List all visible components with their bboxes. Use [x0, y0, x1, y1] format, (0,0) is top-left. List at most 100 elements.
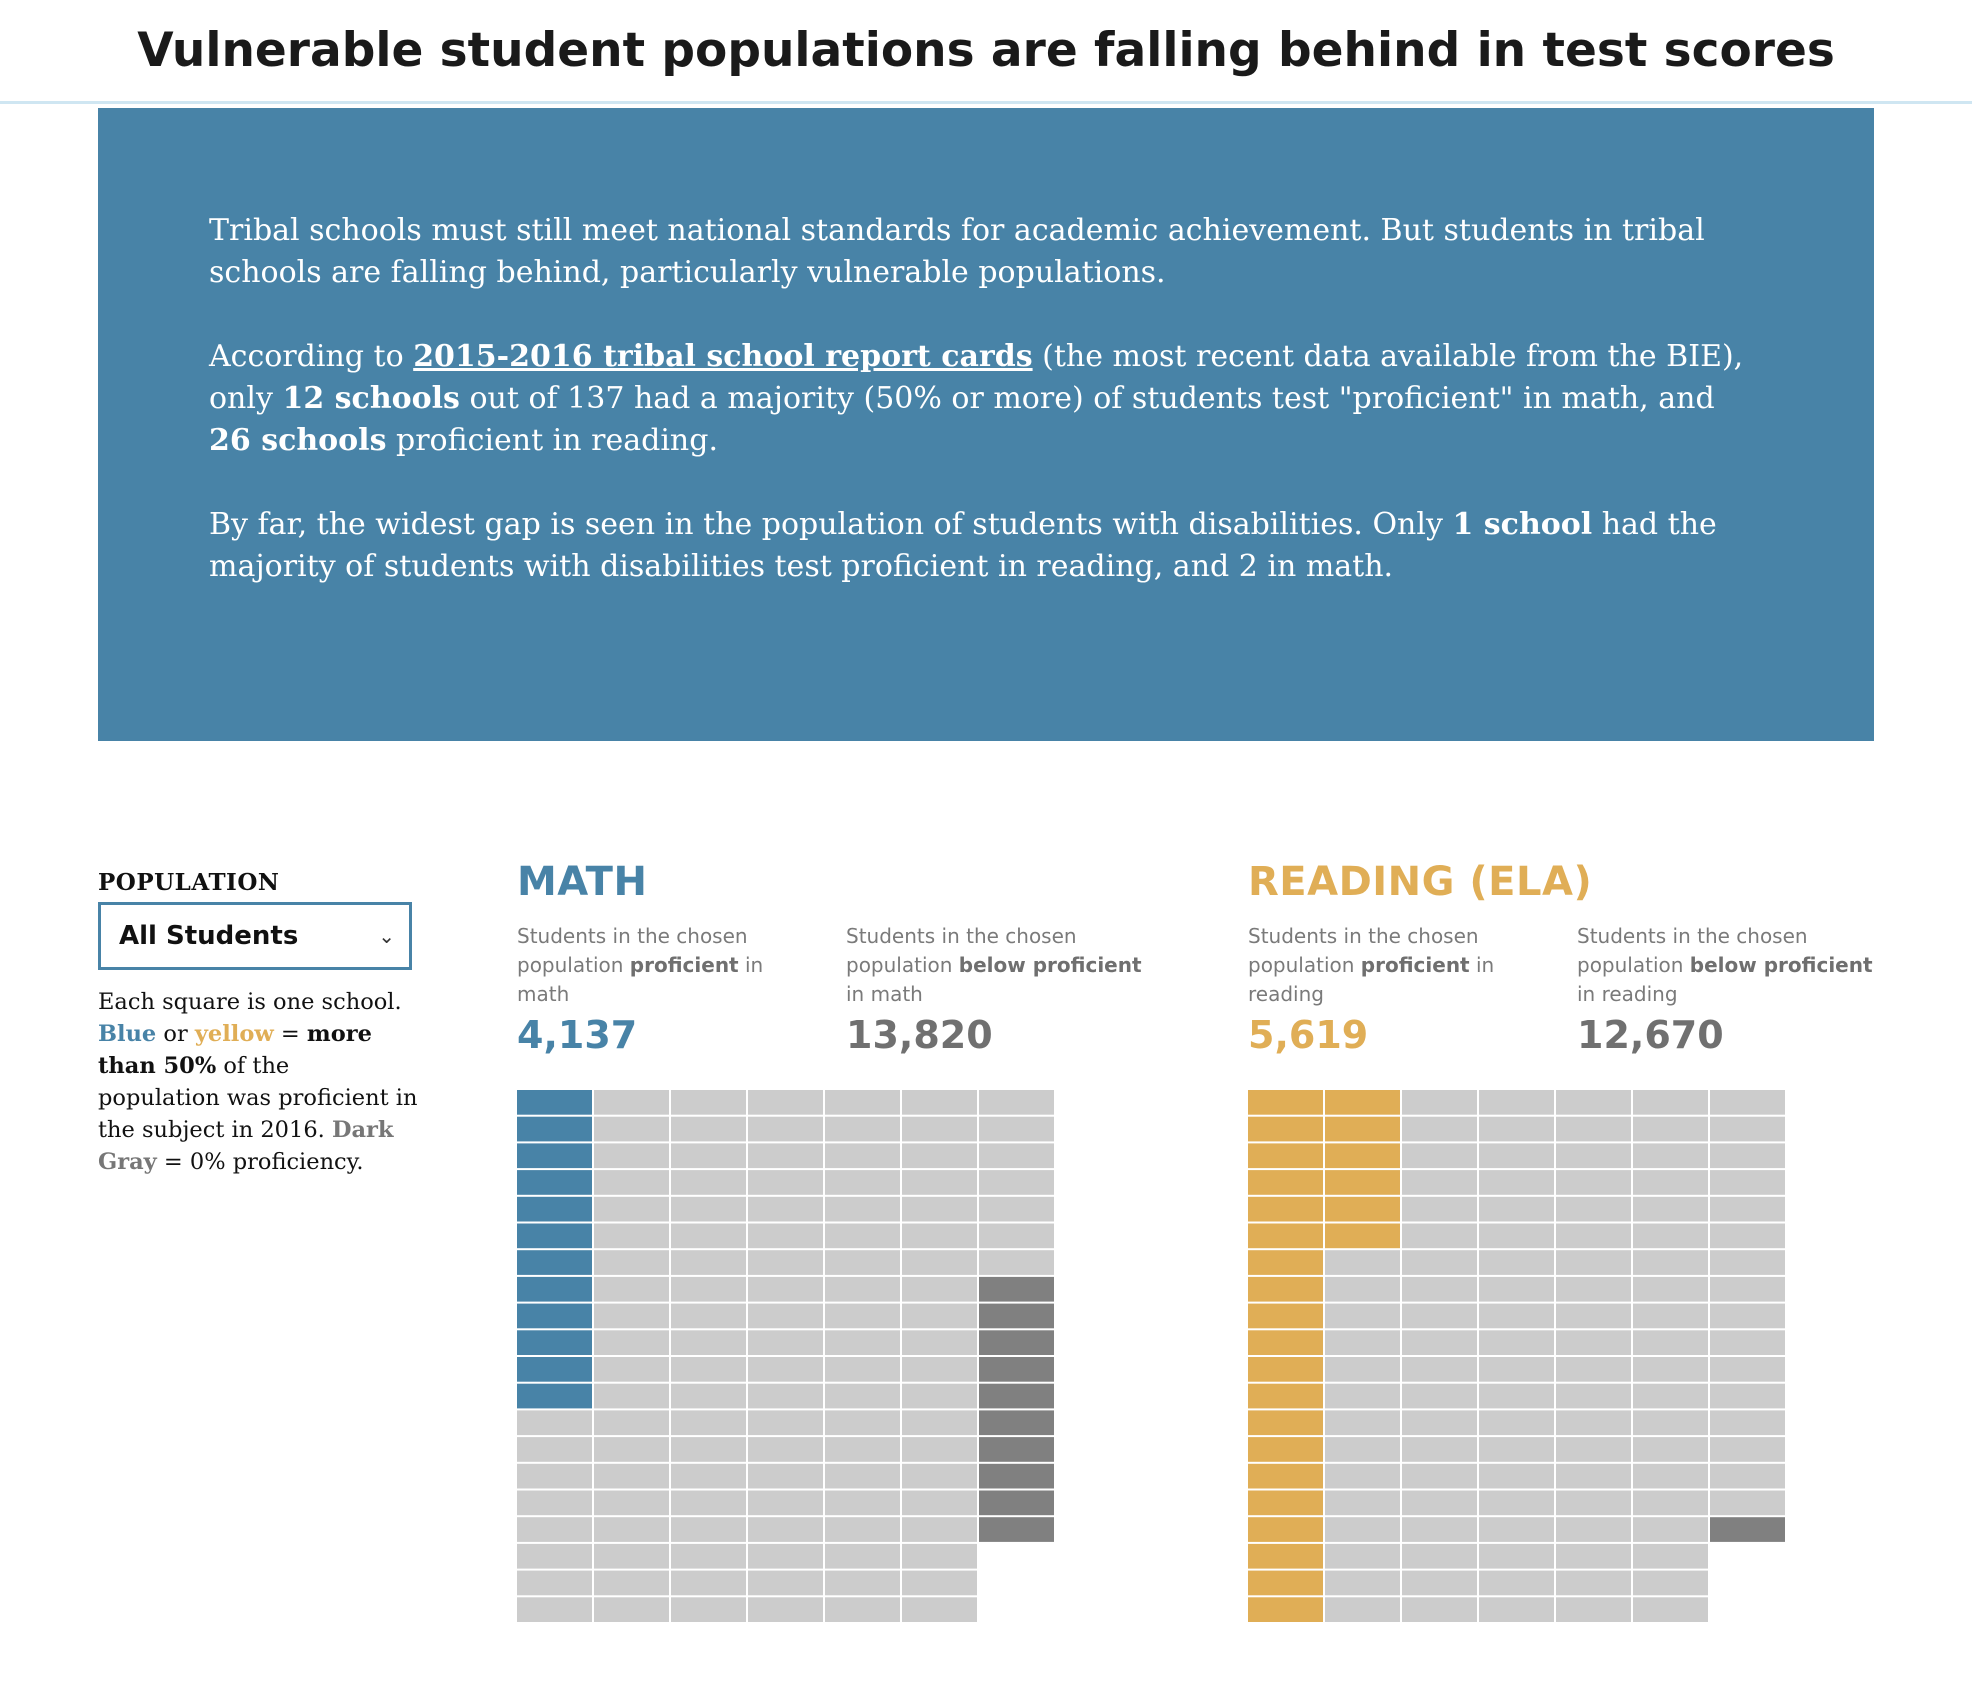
reading-waffle-grid [1248, 1090, 1785, 1622]
school-square-other [671, 1250, 746, 1275]
school-square-other [1402, 1143, 1477, 1169]
school-square-other [671, 1196, 746, 1222]
legend-part: = 0% proficiency. [156, 1149, 364, 1175]
legend-part: Each square is one school. [98, 989, 402, 1015]
reading-heading: READING (ELA) [1248, 859, 1593, 905]
school-square-majority [1248, 1463, 1323, 1489]
school-square-other [671, 1143, 746, 1169]
legend-part: or [156, 1021, 195, 1047]
school-square-other [671, 1410, 746, 1436]
school-square-zero [979, 1463, 1054, 1489]
report-cards-link[interactable]: 2015-2016 tribal school report cards [413, 339, 1033, 374]
math-waffle-grid [517, 1090, 1054, 1622]
school-square-other [517, 1597, 592, 1622]
school-square-other [902, 1170, 977, 1195]
school-square-other [902, 1543, 977, 1569]
school-square-majority [517, 1330, 592, 1355]
school-square-other [1710, 1383, 1785, 1409]
school-square-other [1633, 1463, 1708, 1489]
population-select[interactable]: All Students ⌄ [98, 902, 412, 970]
school-square-other [1479, 1170, 1554, 1195]
school-square-majority [517, 1170, 592, 1195]
school-square-other [825, 1090, 900, 1115]
school-square-majority [1248, 1437, 1323, 1462]
intro-paragraph-2: According to 2015-2016 tribal school rep… [209, 336, 1764, 462]
stat-value: 4,137 [517, 1013, 638, 1057]
legend-part: of the population was proficient in the … [98, 1053, 418, 1143]
school-square-other [902, 1276, 977, 1302]
school-square-other [1479, 1517, 1554, 1542]
school-square-other [1710, 1357, 1785, 1382]
school-square-other [1479, 1490, 1554, 1516]
school-square-other [1556, 1330, 1631, 1355]
school-square-other [1633, 1597, 1708, 1622]
school-square-other [748, 1463, 823, 1489]
school-square-other [1710, 1170, 1785, 1195]
school-square-other [594, 1170, 669, 1195]
school-square-majority [1248, 1330, 1323, 1355]
school-square-other [1479, 1303, 1554, 1329]
legend-part: = [273, 1021, 307, 1047]
school-square-other [594, 1383, 669, 1409]
school-square-other [825, 1410, 900, 1436]
school-square-other [671, 1090, 746, 1115]
intro-box: Tribal schools must still meet national … [98, 108, 1874, 741]
school-square-majority [517, 1196, 592, 1222]
school-square-other [1402, 1490, 1477, 1516]
school-square-other [748, 1490, 823, 1516]
school-square-majority [1248, 1570, 1323, 1596]
school-square-majority [1248, 1170, 1323, 1195]
school-square-majority [1248, 1090, 1323, 1115]
school-square-majority [1325, 1143, 1400, 1169]
school-square-other [1633, 1116, 1708, 1142]
school-square-majority [1248, 1143, 1323, 1169]
stat-description: Students in the chosen population profic… [1248, 924, 1495, 1006]
school-square-other [1710, 1463, 1785, 1489]
school-square-other [517, 1410, 592, 1436]
school-square-other [1479, 1543, 1554, 1569]
school-square-other [1633, 1437, 1708, 1462]
school-square-other [671, 1170, 746, 1195]
school-square-other [902, 1383, 977, 1409]
school-square-other [1402, 1330, 1477, 1355]
math-heading: MATH [517, 859, 648, 905]
school-square-other [1325, 1437, 1400, 1462]
school-square-other [1633, 1223, 1708, 1249]
school-square-other [594, 1330, 669, 1355]
school-square-other [1479, 1383, 1554, 1409]
school-square-majority [1325, 1223, 1400, 1249]
math-panel: MATH Students in the chosen population p… [517, 859, 1157, 1622]
school-square-other [1325, 1517, 1400, 1542]
school-square-other [671, 1223, 746, 1249]
school-square-other [517, 1570, 592, 1596]
school-square-majority [1248, 1276, 1323, 1302]
school-square-other [748, 1303, 823, 1329]
school-square-other [1556, 1090, 1631, 1115]
school-square-majority [517, 1303, 592, 1329]
school-square-other [1710, 1410, 1785, 1436]
school-square-other [1710, 1250, 1785, 1275]
stat-description: Students in the chosen population profic… [517, 924, 764, 1006]
school-square-other [671, 1357, 746, 1382]
school-square-other [1556, 1437, 1631, 1462]
school-square-other [1325, 1383, 1400, 1409]
school-square-zero [979, 1410, 1054, 1436]
school-square-other [748, 1517, 823, 1542]
school-square-other [1479, 1410, 1554, 1436]
school-square-other [1402, 1410, 1477, 1436]
school-square-zero [979, 1517, 1054, 1542]
intro-text: (the most recent data available from the… [209, 339, 1744, 416]
stat-description: Students in the chosen population below … [1577, 924, 1873, 1006]
school-square-other [748, 1170, 823, 1195]
school-square-other [1402, 1116, 1477, 1142]
school-square-other [902, 1223, 977, 1249]
page-title: Vulnerable student populations are falli… [0, 0, 1972, 104]
legend-dark-gray: Dark Gray [98, 1117, 394, 1175]
school-square-majority [517, 1090, 592, 1115]
school-square-other [825, 1383, 900, 1409]
school-square-other [1556, 1303, 1631, 1329]
school-square-other [825, 1517, 900, 1542]
school-square-other [1325, 1463, 1400, 1489]
school-square-other [1479, 1330, 1554, 1355]
school-square-other [1402, 1170, 1477, 1195]
